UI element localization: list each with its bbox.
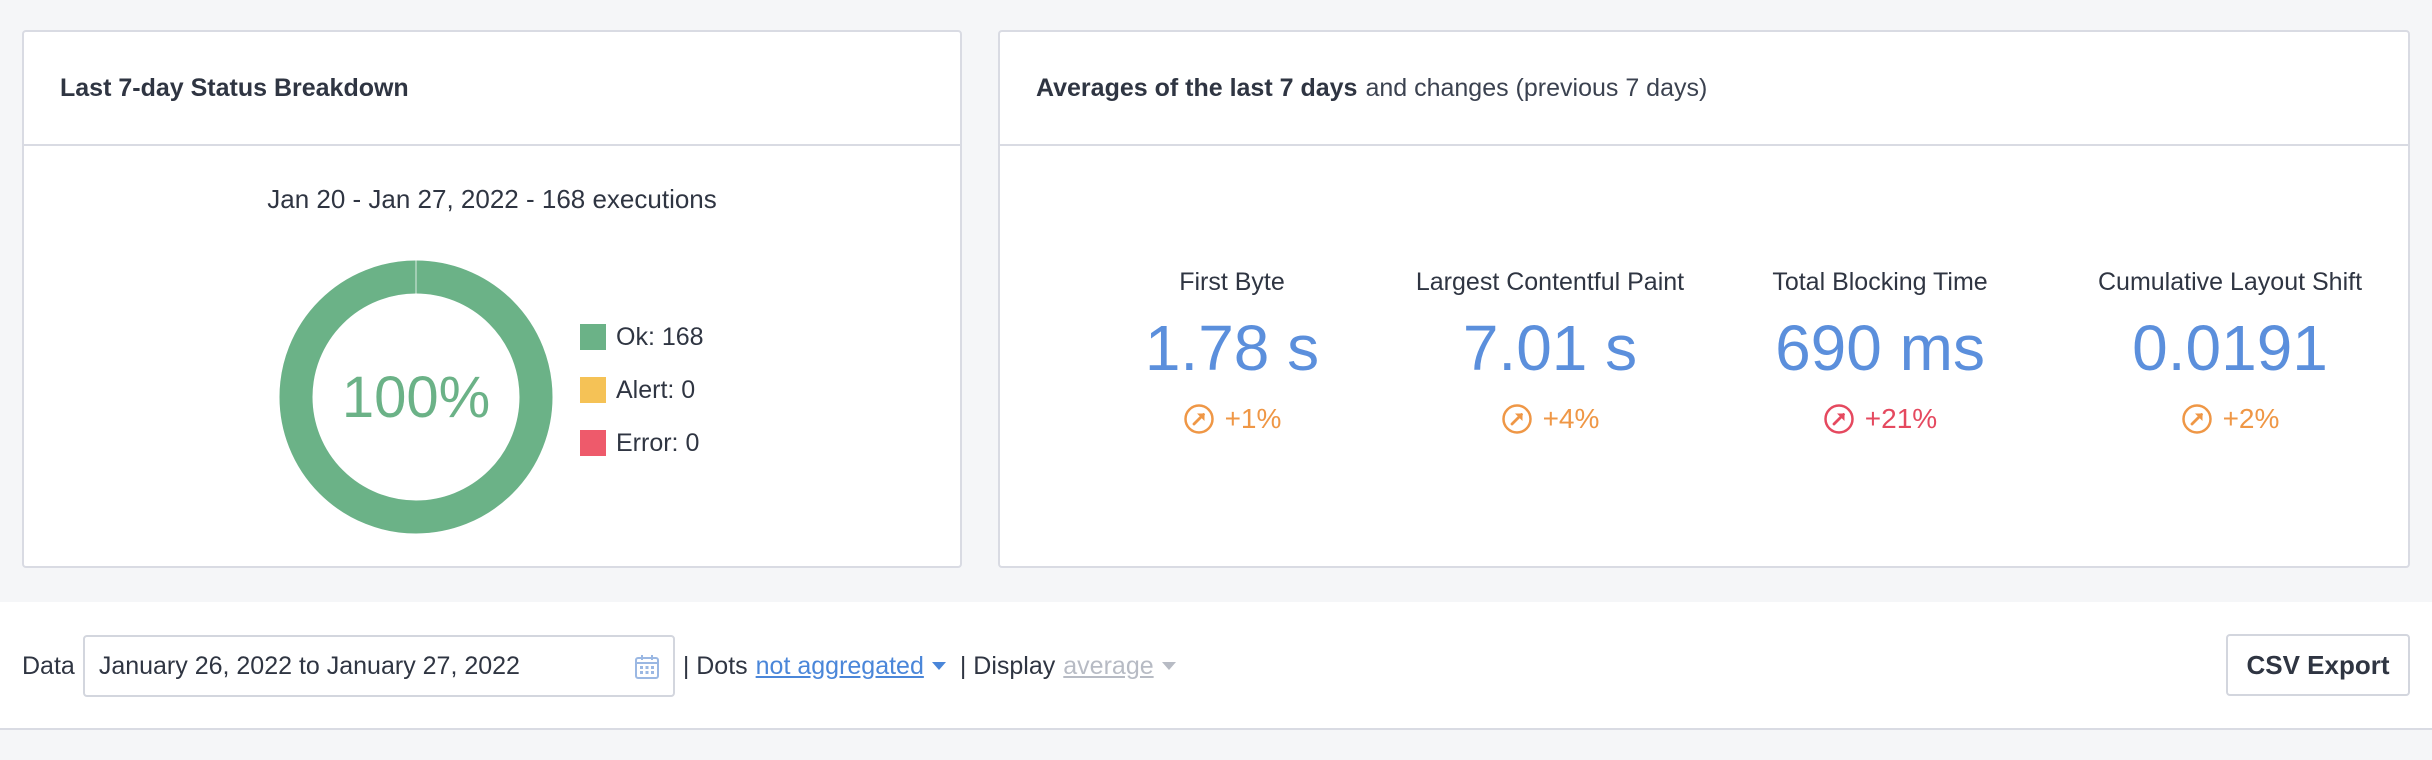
data-label: Data <box>22 651 75 680</box>
legend-label-alert: Alert: 0 <box>616 375 696 404</box>
metric-cumulative-layout-shift: Cumulative Layout Shift 0.0191 +2% <box>2040 268 2420 435</box>
arrow-up-right-circle-icon <box>1501 404 1532 434</box>
display-label: | Display <box>959 651 1056 680</box>
metric-value: 690 ms <box>1775 312 1985 384</box>
metric-label: Total Blocking Time <box>1772 268 1988 296</box>
averages-card: Averages of the last 7 days and changes … <box>998 30 2410 568</box>
averages-subtitle: and changes (previous 7 days) <box>1365 73 1708 102</box>
arrow-up-right-circle-icon <box>1824 404 1854 434</box>
dots-label: | Dots <box>682 651 748 680</box>
metric-value: 1.78 s <box>1144 312 1320 384</box>
metric-change-value: +21% <box>1864 403 1938 434</box>
metric-total-blocking-time: Total Blocking Time 690 ms +21% <box>1700 268 2060 435</box>
metric-change-value: +1% <box>1224 403 1282 434</box>
caret-down-icon <box>1161 662 1176 670</box>
metric-label: First Byte <box>1179 268 1285 296</box>
csv-export-button[interactable]: CSV Export <box>2226 634 2410 696</box>
metric-change: +21% <box>1700 403 2060 435</box>
date-range-input[interactable]: January 26, 2022 to January 27, 2022 <box>82 635 675 697</box>
averages-title: Averages of the last 7 days <box>1036 73 1358 102</box>
data-toolbar: Data January 26, 2022 to January 27, 202… <box>0 602 2432 730</box>
legend-swatch-error <box>580 430 606 456</box>
averages-header: Averages of the last 7 days and changes … <box>1000 32 2408 146</box>
metric-change: +1% <box>1092 403 1372 435</box>
dots-aggregation-value: not aggregated <box>755 651 924 680</box>
status-breakdown-card: Last 7-day Status Breakdown Jan 20 - Jan… <box>22 30 962 568</box>
donut-percent: 100% <box>341 364 491 430</box>
dots-aggregation-dropdown[interactable]: not aggregated <box>756 652 946 681</box>
legend-item-ok: Ok: 168 <box>580 322 704 352</box>
toolbar-controls: Data January 26, 2022 to January 27, 202… <box>22 635 1176 697</box>
metric-label: Cumulative Layout Shift <box>2097 268 2363 296</box>
display-mode-dropdown[interactable]: average <box>1063 651 1176 681</box>
metric-value: 0.0191 <box>2132 312 2328 384</box>
arrow-up-right-circle-icon <box>2181 404 2212 434</box>
legend-label-ok: Ok: 168 <box>616 322 704 351</box>
metric-change: +4% <box>1320 403 1780 435</box>
calendar-icon[interactable] <box>633 653 661 681</box>
display-mode-value: average <box>1063 651 1154 680</box>
metric-largest-contentful-paint: Largest Contentful Paint 7.01 s +4% <box>1320 268 1780 435</box>
status-breakdown-title: Last 7-day Status Breakdown <box>60 73 409 102</box>
legend-label-error: Error: 0 <box>616 428 700 457</box>
metric-label: Largest Contentful Paint <box>1415 268 1685 296</box>
status-breakdown-header: Last 7-day Status Breakdown <box>24 32 960 146</box>
metric-change-value: +4% <box>1542 403 1600 434</box>
metric-first-byte: First Byte 1.78 s +1% <box>1092 268 1372 435</box>
legend-swatch-alert <box>580 377 606 403</box>
donut-svg <box>279 260 553 534</box>
metric-change-value: +2% <box>2222 403 2280 434</box>
legend-item-error: Error: 0 <box>580 428 704 458</box>
metric-value: 7.01 s <box>1462 312 1638 384</box>
metric-change: +2% <box>2040 403 2420 435</box>
date-range-value: January 26, 2022 to January 27, 2022 <box>98 651 520 680</box>
legend-swatch-ok <box>580 324 606 350</box>
execution-range-text: Jan 20 - Jan 27, 2022 - 168 executions <box>267 184 717 214</box>
arrow-up-right-circle-icon <box>1183 404 1214 434</box>
status-donut-chart: 100% <box>279 260 553 534</box>
legend-item-alert: Alert: 0 <box>580 375 704 405</box>
caret-down-icon <box>931 662 946 670</box>
status-legend: Ok: 168 Alert: 0 Error: 0 <box>580 322 704 481</box>
